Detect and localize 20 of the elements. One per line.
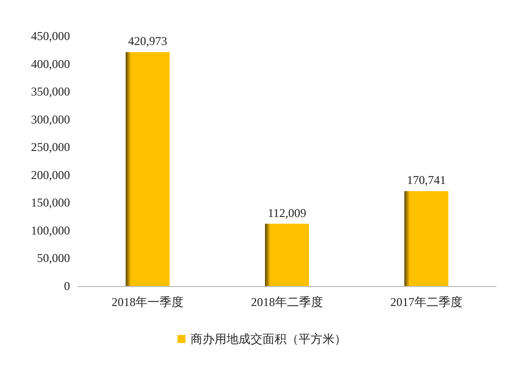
y-tick-label: 100,000: [31, 223, 70, 238]
data-label: 112,009: [268, 206, 306, 220]
y-tick-label: 300,000: [31, 112, 70, 126]
y-tick-label: 150,000: [31, 196, 70, 210]
x-tick-label: 2018年二季度: [251, 295, 323, 309]
data-label: 170,741: [406, 173, 446, 188]
y-tick-label: 450,000: [31, 29, 70, 43]
bar: [126, 52, 170, 286]
bar: [265, 224, 309, 286]
x-tick-label: 2018年一季度: [112, 295, 184, 309]
y-tick-label: 50,000: [37, 251, 70, 266]
y-tick-label: 0: [64, 279, 70, 293]
legend-label: 商办用地成交面积（平方米）: [190, 332, 346, 346]
bar: [404, 191, 448, 286]
data-label: 420,973: [128, 34, 168, 48]
y-tick-label: 200,000: [31, 168, 70, 182]
x-tick-label: 2017年二季度: [390, 295, 462, 309]
y-tick-label: 250,000: [31, 140, 70, 154]
y-tick-label: 400,000: [31, 56, 70, 71]
y-tick-label: 350,000: [31, 84, 70, 99]
